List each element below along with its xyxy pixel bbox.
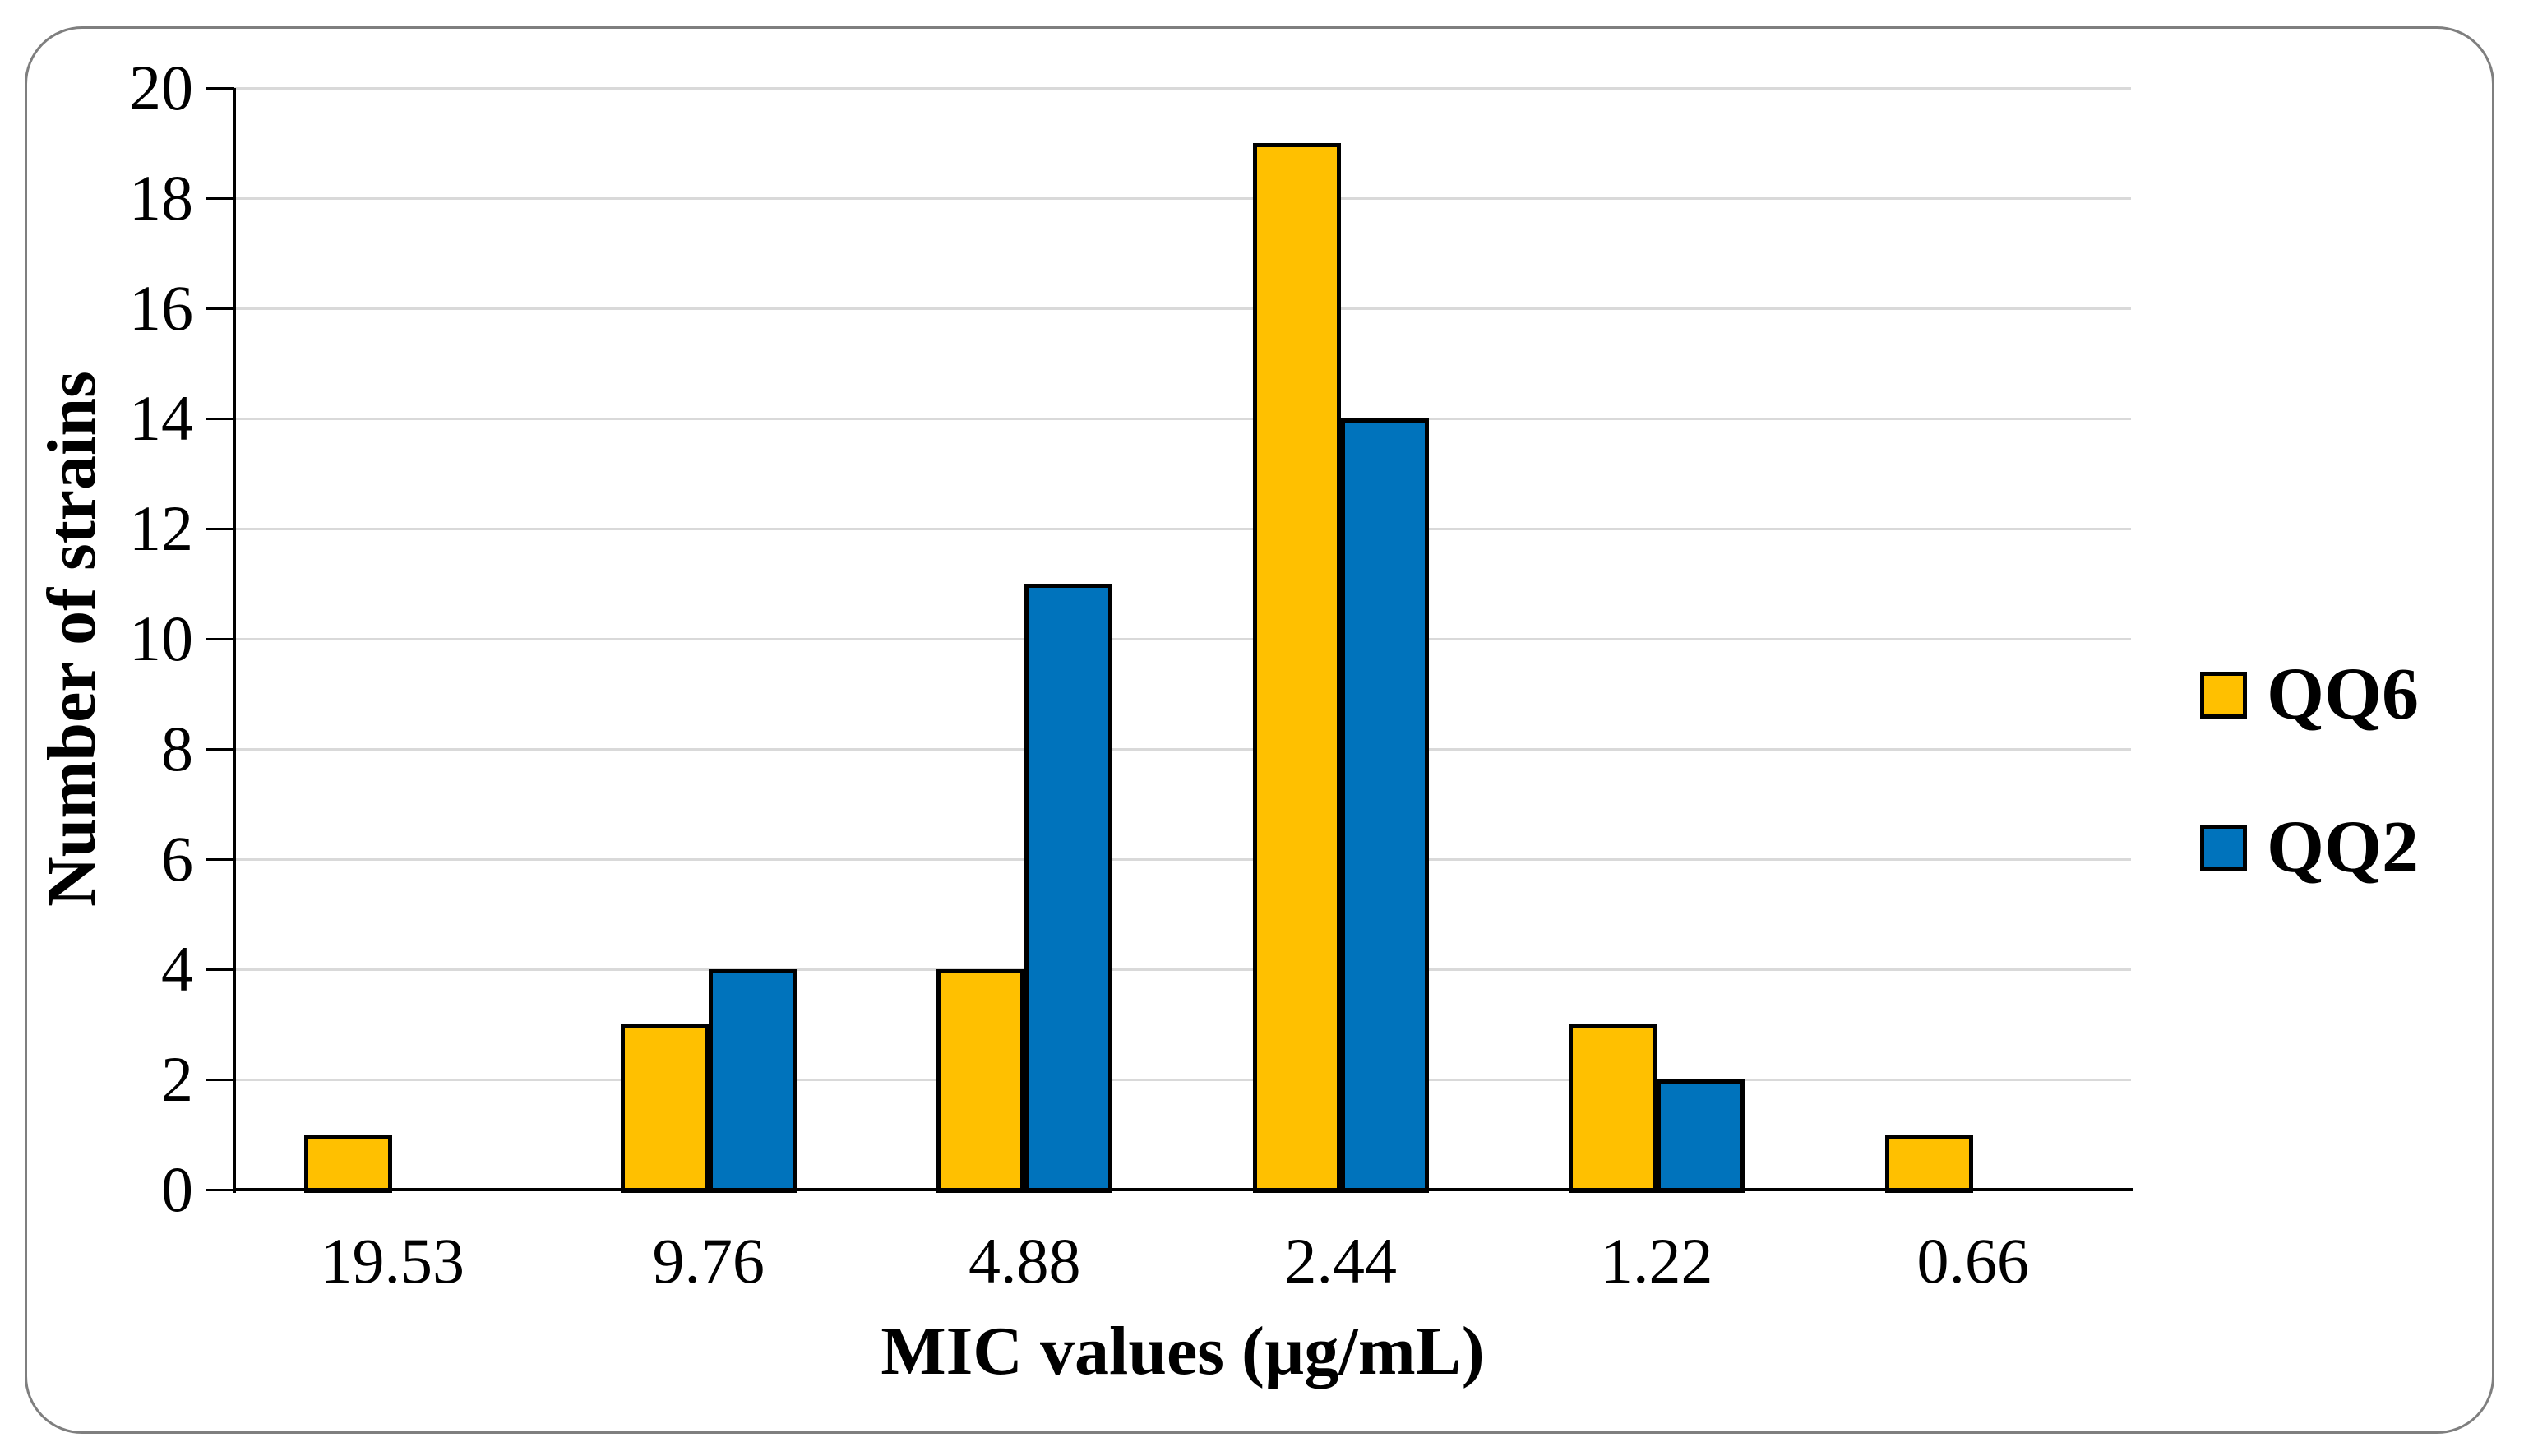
x-tick-label: 9.76 xyxy=(652,1225,765,1297)
x-tick-label: 2.44 xyxy=(1284,1225,1398,1297)
y-tick-mark xyxy=(206,1078,234,1081)
bar-qq2-1.22 xyxy=(1657,1079,1745,1193)
y-gridline xyxy=(234,417,2131,420)
x-tick-label: 4.88 xyxy=(968,1225,1081,1297)
y-tick-mark xyxy=(206,968,234,971)
y-tick-mark xyxy=(206,196,234,200)
y-gridline xyxy=(234,86,2131,90)
y-gridline xyxy=(234,307,2131,310)
y-axis-line xyxy=(233,88,236,1193)
y-gridline xyxy=(234,637,2131,640)
bar-qq6-2.44 xyxy=(1252,143,1341,1193)
bar-qq2-9.76 xyxy=(708,969,797,1193)
bar-qq6-1.22 xyxy=(1569,1024,1657,1193)
x-axis-title: MIC values (µg/mL) xyxy=(881,1313,1485,1389)
y-tick-label: 16 xyxy=(129,272,193,344)
x-axis-line xyxy=(233,1188,2133,1191)
y-tick-label: 12 xyxy=(129,492,193,564)
bar-qq6-0.66 xyxy=(1884,1135,1973,1193)
y-tick-mark xyxy=(206,417,234,420)
y-gridline xyxy=(234,1078,2131,1081)
y-gridline xyxy=(234,857,2131,861)
y-tick-label: 14 xyxy=(129,382,193,454)
bar-qq2-4.88 xyxy=(1024,584,1113,1193)
y-tick-mark xyxy=(206,307,234,310)
y-tick-mark xyxy=(206,86,234,90)
bar-qq6-9.76 xyxy=(620,1024,709,1193)
x-tick-label: 19.53 xyxy=(320,1225,465,1297)
x-tick-label: 0.66 xyxy=(1916,1225,2030,1297)
y-tick-mark xyxy=(206,637,234,640)
y-gridline xyxy=(234,968,2131,971)
y-tick-label: 18 xyxy=(129,162,193,233)
x-tick-label: 1.22 xyxy=(1601,1225,1713,1297)
legend-label-qq2: QQ2 xyxy=(2267,807,2420,888)
y-gridline xyxy=(234,747,2131,751)
legend-item-qq6: QQ6 xyxy=(2200,656,2419,733)
y-tick-label: 6 xyxy=(161,823,193,894)
legend-item-qq2: QQ2 xyxy=(2200,809,2419,886)
y-tick-mark xyxy=(206,1188,234,1191)
y-tick-mark xyxy=(206,857,234,861)
y-tick-label: 10 xyxy=(129,603,193,674)
y-tick-mark xyxy=(206,527,234,530)
legend-swatch-qq2 xyxy=(2200,824,2247,871)
y-tick-label: 8 xyxy=(161,713,193,784)
bar-qq6-4.88 xyxy=(936,969,1025,1193)
y-tick-label: 20 xyxy=(129,52,193,123)
y-tick-mark xyxy=(206,747,234,751)
legend-swatch-qq6 xyxy=(2200,671,2247,719)
y-gridline xyxy=(234,196,2131,200)
y-tick-label: 2 xyxy=(161,1043,193,1115)
y-axis-title: Number of strains xyxy=(34,371,110,907)
bar-qq6-19.53 xyxy=(304,1135,393,1193)
y-tick-label: 0 xyxy=(161,1153,193,1225)
bar-qq2-2.44 xyxy=(1340,418,1429,1193)
legend-label-qq6: QQ6 xyxy=(2267,654,2420,735)
legend: QQ6 QQ2 xyxy=(2200,656,2419,886)
y-gridline xyxy=(234,527,2131,530)
y-tick-label: 4 xyxy=(161,933,193,1005)
